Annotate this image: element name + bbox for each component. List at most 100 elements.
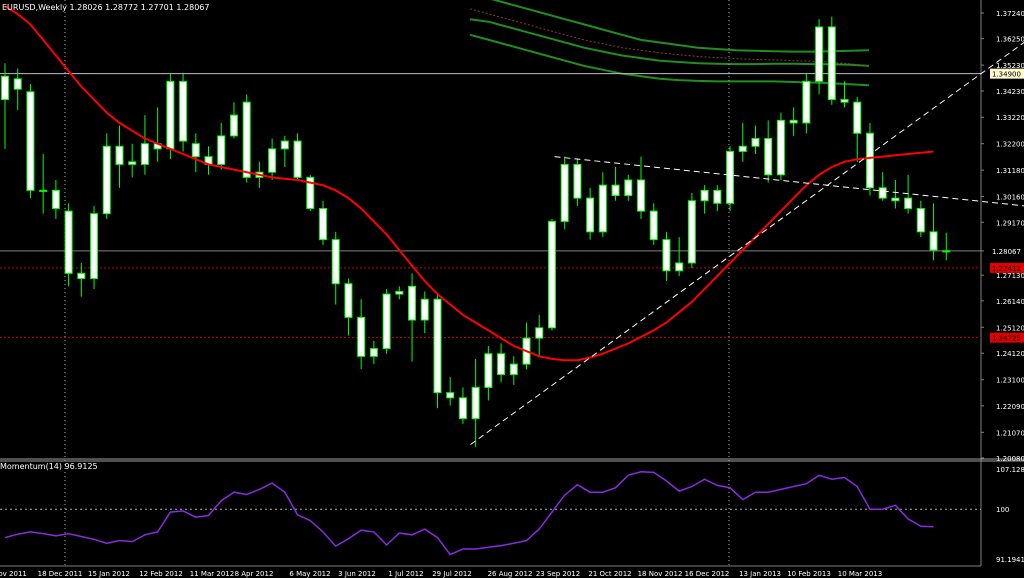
time-tick-label: 8 Apr 2012 (235, 570, 274, 578)
candle-body (484, 353, 493, 388)
candle-68 (865, 122, 874, 196)
sma-line (4, 5, 934, 362)
chart-title: EURUSD,Weekly 1.28026 1.28772 1.27701 1.… (2, 3, 209, 12)
candle-23 (293, 133, 302, 180)
candle-4 (51, 179, 60, 219)
candle-64 (815, 19, 824, 95)
price-tick-label: 1.27130 (996, 272, 1024, 280)
price-tick-label: 1.34230 (996, 88, 1024, 96)
candle-67 (853, 96, 862, 162)
candle-body (331, 239, 340, 285)
candle-body (471, 386, 480, 420)
band-inner-red-line (469, 8, 870, 67)
band-mid-green-line (469, 18, 870, 67)
price-tick-label: 1.30160 (996, 194, 1024, 202)
candle-body (865, 132, 874, 189)
price-line-label-1: 1.28067 (992, 248, 1021, 256)
candle-body (764, 137, 773, 176)
price-tick-label: 1.29170 (996, 219, 1024, 227)
candle-body (929, 231, 938, 251)
candle-47 (598, 172, 607, 238)
time-tick-label: 29 Jul 2012 (432, 570, 472, 578)
time-tick-label: 15 Jan 2012 (88, 570, 130, 578)
candle-body (547, 220, 556, 329)
candle-body (344, 283, 353, 318)
price-line-label-bg-2 (990, 262, 1024, 273)
candle-14 (179, 73, 188, 152)
time-tick-label: 18 Nov 2012 (638, 570, 683, 578)
price-line-label-3: 1.24725 (992, 335, 1021, 343)
time-tick-label: 18 Dec 2011 (38, 570, 83, 578)
candle-body (39, 189, 48, 192)
candle-body (802, 80, 811, 124)
candle-body (268, 148, 277, 173)
candle-34 (433, 294, 442, 409)
candle-body (624, 179, 633, 197)
price-tick-label: 1.36250 (996, 36, 1024, 44)
time-tick-label: 13 Jan 2013 (739, 570, 781, 578)
candle-body (26, 91, 35, 191)
price-tick-label: 1.35230 (996, 62, 1024, 70)
candle-body (776, 119, 785, 176)
candle-body (942, 250, 951, 253)
time-tick-label: 3 Jun 2012 (338, 570, 376, 578)
time-tick-label: 21 Oct 2012 (588, 570, 631, 578)
band-upper-green-line (491, 0, 870, 53)
candle-body (458, 397, 467, 420)
candle-body (433, 298, 442, 394)
candle-31 (395, 286, 404, 300)
candle-body (1, 75, 9, 101)
indicator-title: Momentum(14) 96.9125 (0, 462, 98, 471)
candlestick-series (1, 16, 951, 448)
time-tick-label: Nov 2011 (0, 570, 27, 578)
candle-body (649, 210, 658, 241)
candle-62 (789, 107, 798, 136)
time-tick-label: 16 Dec 2012 (685, 570, 730, 578)
candle-46 (586, 187, 595, 240)
candle-33 (420, 291, 429, 333)
candle-body (573, 163, 582, 199)
candle-53 (675, 237, 684, 276)
candle-72 (916, 200, 925, 238)
candle-26 (331, 231, 340, 305)
candle-body (878, 187, 887, 199)
candle-57 (726, 146, 735, 212)
candle-7 (90, 205, 99, 289)
candle-6 (77, 262, 86, 297)
candle-body (90, 213, 99, 280)
price-tick-label: 1.20080 (996, 455, 1024, 463)
candle-body (827, 26, 836, 101)
candle-27 (344, 278, 353, 336)
moving-average-bands (469, 0, 870, 87)
candle-59 (751, 125, 760, 155)
candle-2 (26, 84, 35, 199)
candle-37 (471, 358, 480, 448)
trendlines (470, 41, 1024, 445)
time-tick-label: 10 Feb 2013 (787, 570, 831, 578)
candle-body (293, 140, 302, 178)
candle-body (115, 145, 124, 165)
candle-body (738, 145, 747, 152)
candle-body (891, 197, 900, 202)
candle-32 (408, 273, 417, 362)
candle-30 (382, 288, 391, 354)
candle-0 (1, 63, 9, 149)
candle-body (509, 363, 518, 375)
candle-17 (217, 122, 226, 170)
candle-body (560, 163, 569, 222)
candle-body (598, 184, 607, 233)
candle-39 (497, 343, 506, 383)
candle-body (306, 176, 315, 210)
trendline-1 (554, 156, 1024, 207)
candle-body (140, 143, 149, 165)
candle-body (319, 208, 327, 241)
momentum-tick-label: 91.1941 (996, 556, 1024, 564)
candle-71 (904, 174, 913, 214)
candle-60 (764, 120, 773, 183)
time-tick-label: 10 Mar 2013 (838, 570, 882, 578)
candle-body (13, 78, 22, 90)
candle-body (229, 114, 238, 137)
price-tick-label: 1.33220 (996, 114, 1024, 122)
candle-29 (369, 340, 378, 365)
